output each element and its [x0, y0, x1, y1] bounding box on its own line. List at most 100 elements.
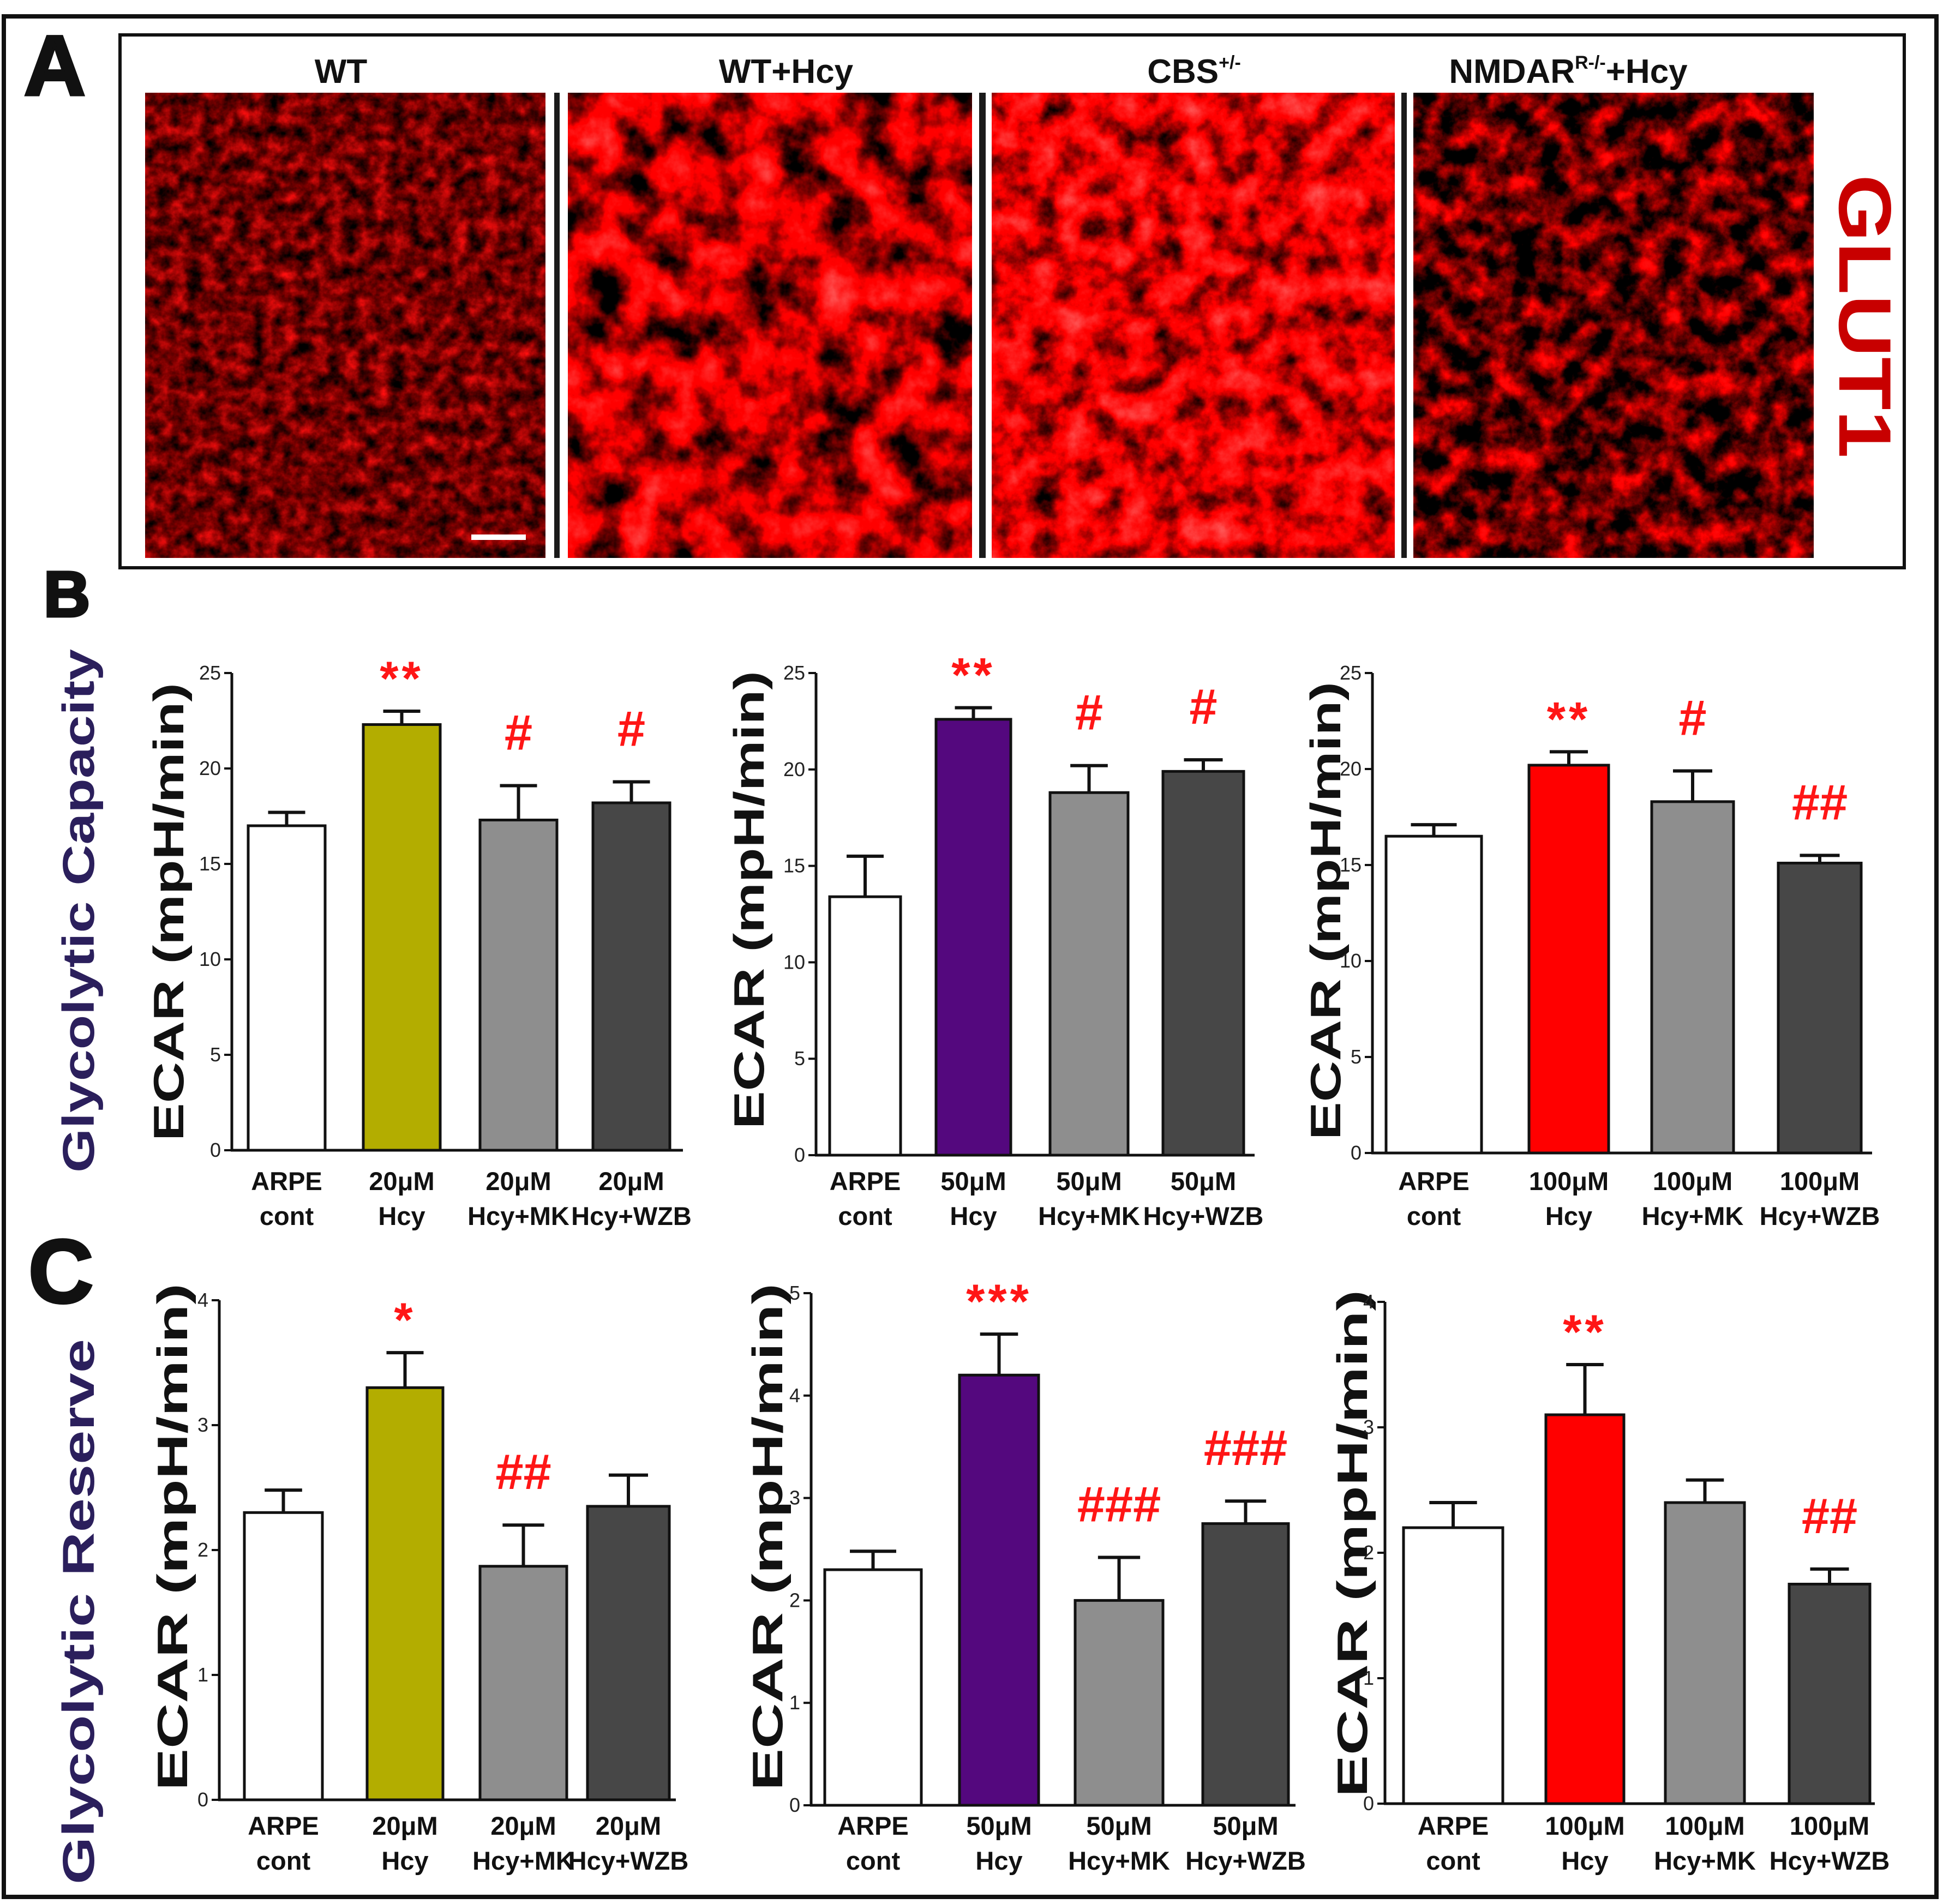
charts: ECAR (mpH/min) ARPE cont ** 20μM Hcy #20μM Hcy+… [145, 648, 1890, 1875]
bar-C3-3 [1664, 1501, 1746, 1805]
micrograph-cbs [992, 93, 1395, 558]
bar-C2-3 [1074, 1599, 1165, 1807]
ytick-label-C1-0: 0 [197, 1788, 208, 1811]
xtick-label-C2-2-line2: Hcy [975, 1846, 1022, 1875]
bar-C1-3 [478, 1565, 568, 1801]
xtick-label-B3-3-line2: Hcy+MK [1642, 1202, 1744, 1230]
xtick-label-B1-1-line1: ARPE [251, 1167, 322, 1196]
xtick-label-B2-4-line1: 50μM [1171, 1167, 1236, 1196]
ytick-label-B2-25: 25 [783, 662, 805, 684]
panel-separator [979, 93, 986, 558]
xtick-label-C1-4-line2: Hcy+WZB [568, 1846, 689, 1875]
row-label-glycolytic-reserve: Glycolytic Reserve [54, 1339, 104, 1884]
ytick-label-B2-0: 0 [794, 1144, 805, 1166]
xtick-label-B2-2-line1: 50μM [940, 1167, 1006, 1196]
significance-label-B2-2: ** [951, 648, 996, 702]
micrograph-wt-hcy [568, 93, 972, 558]
xtick-label-C1-4-line1: 20μM [596, 1811, 661, 1840]
xtick-label-C3-2-line1: 100μM [1545, 1811, 1624, 1840]
panel-title-cbs: CBS+/- [1147, 52, 1241, 91]
scale-bar [471, 534, 526, 540]
ytick-label-B3-10: 10 [1340, 950, 1362, 972]
significance-label-B2-3: # [1075, 685, 1103, 741]
bar-C3-4 [1788, 1583, 1872, 1805]
ytick-label-C2-2: 2 [789, 1589, 800, 1611]
ytick-label-B3-20: 20 [1340, 758, 1362, 780]
significance-label-B1-4: # [617, 701, 645, 757]
bar-C1-2 [365, 1386, 445, 1801]
significance-label-C3-2: ** [1563, 1305, 1607, 1359]
micrograph-wt [145, 93, 545, 558]
ylabel-C1: ECAR (mpH/min) [148, 1283, 196, 1791]
chart-B3: ECAR (mpH/min) ARPE cont ** 100μM Hcy #100μM Hc… [1302, 662, 1880, 1230]
ytick-label-C1-1: 1 [197, 1663, 208, 1686]
ytick-label-C3-1: 1 [1363, 1667, 1374, 1689]
xtick-label-B3-3-line1: 100μM [1653, 1167, 1732, 1196]
xtick-label-B1-3-line2: Hcy+MK [467, 1202, 569, 1230]
ytick-label-C2-1: 1 [789, 1691, 800, 1714]
row-label-glycolytic-capacity: Glycolytic Capacity [54, 649, 104, 1173]
bar-C1-4 [586, 1505, 671, 1801]
significance-label-B3-3: # [1678, 690, 1706, 746]
chart-C3: ECAR (mpH/min) ARPE cont ** 100μM Hcy 100μM Hcy… [1328, 1290, 1890, 1875]
ytick-label-C3-2: 2 [1363, 1541, 1374, 1564]
bar-B1-1 [247, 824, 327, 1152]
ytick-label-C2-5: 5 [789, 1282, 800, 1304]
bar-C2-1 [823, 1568, 923, 1807]
ytick-label-C2-0: 0 [789, 1794, 800, 1816]
xtick-label-C3-3-line1: 100μM [1665, 1811, 1744, 1840]
chart-C2: ECAR (mpH/min) ARPE cont *** 50μM Hcy ### 50μM H… [743, 1274, 1306, 1875]
bar-C2-2 [958, 1373, 1040, 1807]
ylabel-C3: ECAR (mpH/min) [1328, 1290, 1376, 1797]
xtick-label-C1-2-line2: Hcy [381, 1846, 428, 1875]
micrograph-nmdar-hcy [1413, 93, 1814, 558]
ytick-label-B2-5: 5 [794, 1047, 805, 1070]
xtick-label-C1-3-line1: 20μM [490, 1811, 556, 1840]
panel-separator [554, 93, 560, 558]
ytick-label-B1-25: 25 [199, 662, 221, 684]
significance-label-C3-4: ## [1802, 1488, 1857, 1544]
panel-letter-c: C [28, 1221, 93, 1322]
ylabel-B1: ECAR (mpH/min) [145, 683, 193, 1141]
xtick-label-B3-1-line2: cont [1407, 1202, 1461, 1230]
xtick-label-C1-3-line2: Hcy+MK [472, 1846, 574, 1875]
xtick-label-B1-4-line2: Hcy+WZB [571, 1202, 692, 1230]
ytick-label-C3-4: 4 [1363, 1290, 1374, 1313]
xtick-label-B3-2-line2: Hcy [1545, 1202, 1592, 1230]
ytick-label-B1-0: 0 [210, 1139, 221, 1161]
xtick-label-B3-4-line1: 100μM [1780, 1167, 1860, 1196]
panel-letter-a: A [24, 19, 86, 113]
panel-letter-b: B [44, 558, 90, 630]
significance-label-C2-4: ### [1204, 1420, 1288, 1476]
ytick-label-B3-5: 5 [1351, 1046, 1362, 1068]
ytick-label-B3-15: 15 [1340, 854, 1362, 876]
ytick-label-C2-4: 4 [789, 1384, 800, 1407]
ytick-label-C2-3: 3 [789, 1487, 800, 1509]
chart-C1: ECAR (mpH/min) ARPE cont * 20μM Hcy ## 20μM Hcy+… [148, 1283, 688, 1875]
xtick-label-C2-3-line2: Hcy+MK [1068, 1846, 1170, 1875]
ytick-label-C3-0: 0 [1363, 1792, 1374, 1815]
bar-B3-1 [1384, 834, 1483, 1155]
xtick-label-B3-2-line1: 100μM [1529, 1167, 1609, 1196]
ytick-label-C1-4: 4 [197, 1289, 208, 1311]
bar-B2-1 [828, 895, 902, 1157]
xtick-label-B2-3-line1: 50μM [1056, 1167, 1122, 1196]
bar-C2-4 [1201, 1522, 1290, 1807]
xtick-label-C3-4-line1: 100μM [1790, 1811, 1869, 1840]
bar-B1-3 [478, 819, 559, 1152]
ytick-label-B1-20: 20 [199, 757, 221, 779]
bar-B1-2 [362, 723, 442, 1152]
ylabel-C2: ECAR (mpH/min) [743, 1283, 791, 1791]
bar-C1-1 [243, 1511, 324, 1801]
significance-label-B3-2: ** [1547, 692, 1591, 746]
xtick-label-B2-3-line2: Hcy+MK [1038, 1202, 1140, 1230]
bar-B3-2 [1527, 764, 1610, 1155]
xtick-label-B1-4-line1: 20μM [598, 1167, 664, 1196]
chart-B1: ECAR (mpH/min) ARPE cont ** 20μM Hcy #20μM Hcy+… [145, 651, 692, 1230]
xtick-label-B2-1-line2: cont [838, 1202, 892, 1230]
xtick-label-C3-2-line2: Hcy [1561, 1846, 1608, 1875]
xtick-label-B2-1-line1: ARPE [830, 1167, 901, 1196]
ytick-label-B3-0: 0 [1351, 1142, 1362, 1164]
xtick-label-B3-4-line2: Hcy+WZB [1760, 1202, 1880, 1230]
ytick-label-B1-5: 5 [210, 1043, 221, 1066]
